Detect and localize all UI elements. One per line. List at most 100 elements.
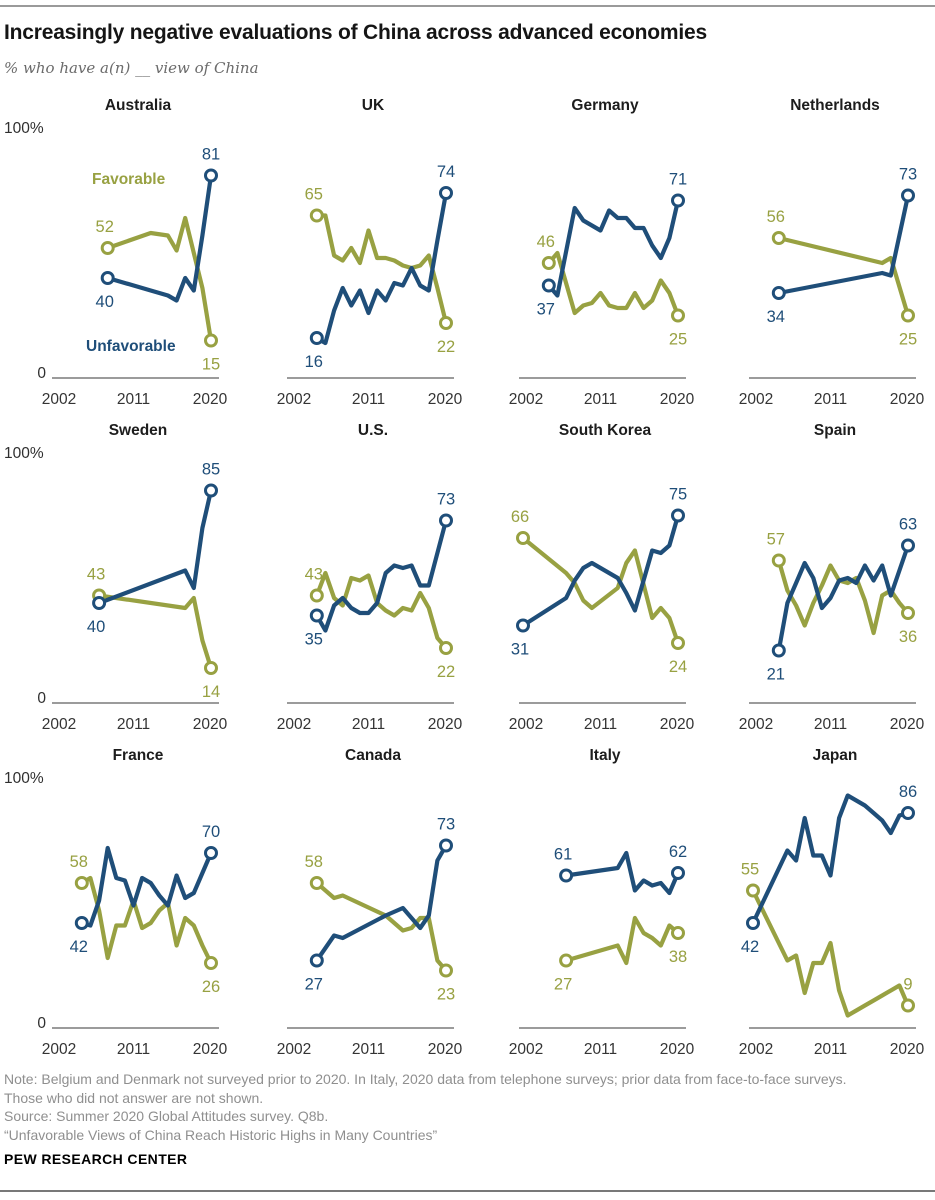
unfavorable-end-marker [439, 513, 453, 528]
favorable-start-value: 43 [305, 566, 323, 584]
favorable-start-marker [309, 876, 324, 890]
x-tick-label-2020: 2020 [193, 391, 228, 408]
panel-country-title: Italy [589, 747, 621, 764]
unfavorable-end-value: 62 [669, 843, 687, 861]
bottom-rule [0, 1190, 935, 1192]
favorable-start-value: 46 [537, 233, 555, 251]
favorable-end-marker [671, 308, 685, 323]
favorable-start-value: 27 [554, 976, 572, 994]
favorable-end-value: 22 [437, 663, 455, 681]
unfavorable-end-marker [671, 508, 685, 523]
favorable-start-value: 56 [767, 208, 785, 226]
x-tick-label-2002: 2002 [509, 1041, 543, 1058]
chart-panel-uk: UK 2002 2011 2020 65 22 16 74 [277, 97, 463, 415]
chart-panel-sweden: Sweden 2002 2011 2020 43 14 40 85 [42, 422, 228, 740]
favorable-start-marker [516, 531, 530, 545]
x-tick-label-2020: 2020 [890, 1041, 925, 1058]
favorable-end-value: 36 [899, 628, 917, 646]
chart-panel-southkorea: South Korea 2002 2011 2020 66 24 31 75 [509, 422, 695, 740]
x-tick-label-2002: 2002 [509, 391, 543, 408]
favorable-end-marker [901, 998, 915, 1013]
unfavorable-start-value: 21 [767, 666, 785, 684]
unfavorable-end-marker [671, 193, 685, 208]
page-title: Increasingly negative evaluations of Chi… [4, 21, 707, 44]
unfavorable-end-value: 85 [202, 461, 220, 479]
unfavorable-end-marker [671, 866, 685, 880]
unfavorable-start-marker [74, 916, 89, 930]
chart-panel-us: U.S. 2002 2011 2020 43 22 35 73 [277, 422, 463, 740]
x-tick-label-2002: 2002 [42, 716, 76, 733]
favorable-line [314, 213, 449, 326]
unfavorable-end-marker [439, 186, 453, 200]
x-tick-label-2011: 2011 [584, 391, 617, 408]
chart-panel-canada: Canada 2002 2011 2020 58 23 27 73 [277, 747, 463, 1065]
panel-plot: 2002 2011 2020 55 9 42 86 [739, 783, 925, 1058]
x-tick-label-2002: 2002 [739, 716, 773, 733]
panel-country-title: Germany [571, 97, 639, 114]
unfavorable-start-marker [309, 331, 324, 345]
chart-panel-australia: Australia 2002 2011 2020 52 15 40 81 Favorable Un… [42, 97, 228, 415]
x-tick-label-2011: 2011 [814, 391, 847, 408]
unfavorable-end-value: 75 [669, 486, 687, 504]
unfavorable-end-marker [439, 838, 453, 853]
favorable-start-value: 58 [70, 853, 88, 871]
unfavorable-end-value: 71 [669, 171, 687, 189]
x-tick-label-2002: 2002 [42, 1041, 76, 1058]
unfavorable-start-marker [309, 608, 324, 623]
unfavorable-start-value: 61 [554, 846, 572, 864]
panel-plot: 2002 2011 2020 56 25 34 73 [739, 166, 925, 409]
panel-country-title: Netherlands [790, 97, 880, 114]
unfavorable-end-value: 70 [202, 823, 220, 841]
favorable-end-value: 25 [669, 331, 687, 349]
unfavorable-start-marker [100, 271, 115, 285]
unfavorable-end-marker [901, 538, 915, 553]
unfavorable-start-value: 35 [305, 631, 323, 649]
favorable-line [563, 915, 681, 966]
unfavorable-end-value: 63 [899, 516, 917, 534]
x-tick-label-2002: 2002 [277, 716, 311, 733]
favorable-end-marker [671, 636, 685, 650]
chart-panel-germany: Germany 2002 2011 2020 46 25 37 71 [509, 97, 695, 415]
panel-plot: 2002 2011 2020 46 25 37 71 [509, 171, 695, 409]
panel-plot: 2002 2011 2020 43 14 40 85 [42, 461, 228, 734]
favorable-end-value: 24 [669, 658, 687, 676]
y-axis-bottom-label: 0 [37, 365, 46, 382]
unfavorable-start-value: 37 [537, 301, 555, 319]
x-tick-label-2002: 2002 [739, 391, 773, 408]
favorable-end-value: 14 [202, 683, 220, 701]
favorable-start-marker [100, 241, 115, 255]
favorable-line [776, 235, 911, 318]
panel-country-title: Spain [813, 422, 857, 439]
favorable-start-marker [771, 553, 786, 568]
note-line-1: Note: Belgium and Denmark not surveyed p… [4, 1071, 847, 1087]
panel-country-title: Canada [345, 747, 401, 764]
x-tick-label-2011: 2011 [814, 1041, 847, 1058]
x-tick-label-2002: 2002 [277, 391, 311, 408]
unfavorable-start-marker [516, 618, 530, 633]
unfavorable-start-marker [771, 286, 786, 300]
favorable-end-marker [901, 606, 915, 620]
unfavorable-start-marker [559, 868, 574, 883]
favorable-line [314, 880, 449, 973]
x-tick-label-2011: 2011 [352, 1041, 385, 1058]
unfavorable-end-marker [204, 168, 218, 183]
panel-country-title: Japan [812, 747, 858, 764]
unfavorable-end-marker [901, 806, 915, 820]
favorable-line [750, 888, 911, 1018]
chart-panel-italy: Italy 2002 2011 2020 27 38 61 62 [509, 747, 695, 1065]
panel-plot: 2002 2011 2020 27 38 61 62 [509, 843, 695, 1058]
x-tick-label-2020: 2020 [193, 716, 228, 733]
source-text: Source: Summer 2020 Global Attitudes sur… [4, 1108, 329, 1124]
favorable-series-label: Favorable [92, 171, 166, 188]
panel-country-title: UK [361, 97, 385, 114]
favorable-line [105, 215, 214, 343]
chart-panel-japan: Japan 2002 2011 2020 55 9 42 86 [739, 747, 925, 1065]
x-tick-label-2020: 2020 [660, 391, 695, 408]
chart-panel-spain: Spain 2002 2011 2020 57 36 21 63 [739, 422, 925, 740]
favorable-end-value: 9 [903, 976, 912, 994]
y-axis-bottom-label: 0 [37, 1015, 46, 1032]
favorable-start-value: 66 [511, 508, 529, 526]
favorable-end-marker [204, 661, 218, 675]
favorable-end-value: 15 [202, 356, 220, 374]
